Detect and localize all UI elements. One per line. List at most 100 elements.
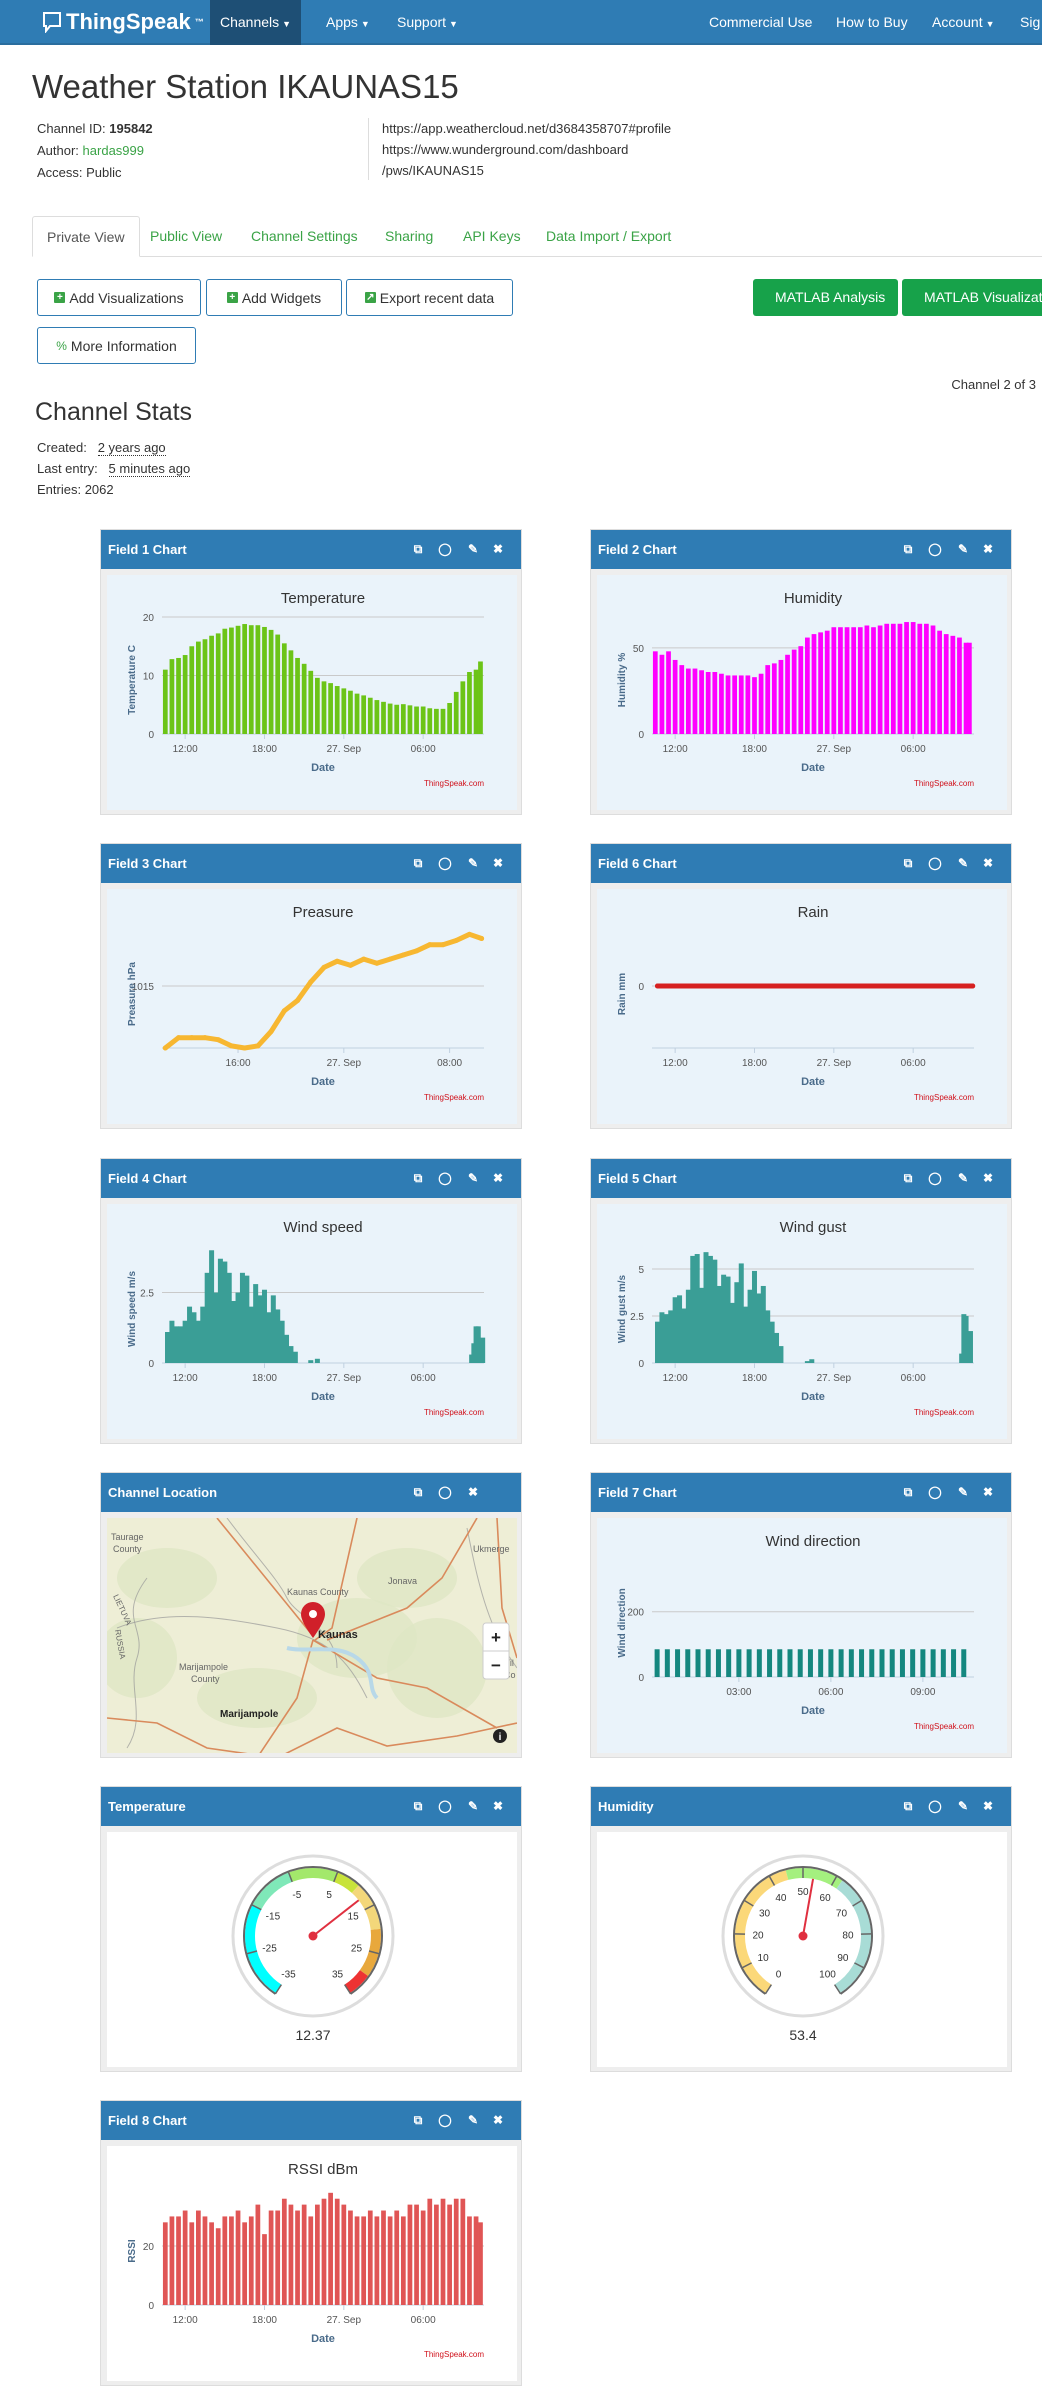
close-icon[interactable]: ✖ <box>492 542 504 556</box>
thingspeak-credit-link[interactable]: ThingSpeak.com <box>914 1408 974 1417</box>
pencil-icon[interactable]: ✎ <box>957 1485 969 1499</box>
comment-icon[interactable]: ◯ <box>928 856 942 870</box>
zoom-out-button[interactable]: − <box>491 1656 501 1675</box>
comment-icon[interactable]: ◯ <box>438 1171 452 1185</box>
tab-channel-settings[interactable]: Channel Settings <box>251 228 358 244</box>
bar <box>838 627 843 734</box>
external-link-icon[interactable]: ⧉ <box>903 1485 913 1499</box>
bar <box>685 1649 691 1677</box>
gauge-rim <box>243 1866 383 1995</box>
tab-sharing[interactable]: Sharing <box>385 228 434 244</box>
close-icon[interactable]: ✖ <box>492 1171 504 1185</box>
bar <box>967 1331 973 1363</box>
add-visualizations-button[interactable]: + Add Visualizations <box>37 279 201 316</box>
bar <box>818 632 823 734</box>
location-marker-icon[interactable] <box>301 1602 325 1638</box>
bar <box>248 1306 254 1363</box>
bar <box>270 1295 276 1363</box>
external-link-icon[interactable]: ⧉ <box>413 2113 423 2127</box>
thingspeak-credit-link[interactable]: ThingSpeak.com <box>914 1722 974 1731</box>
bar <box>367 2210 373 2305</box>
pencil-icon[interactable]: ✎ <box>467 542 479 556</box>
gauge-value: 12.37 <box>295 2027 330 2043</box>
comment-icon[interactable]: ◯ <box>438 1799 452 1813</box>
comment-icon[interactable]: ◯ <box>928 1171 942 1185</box>
tab-data-import-export[interactable]: Data Import / Export <box>546 228 672 244</box>
bar <box>348 2210 353 2305</box>
pencil-icon[interactable]: ✎ <box>467 1171 479 1185</box>
info-icon[interactable] <box>493 1729 507 1743</box>
comment-icon[interactable]: ◯ <box>438 542 452 556</box>
external-link-icon[interactable]: ⧉ <box>903 542 913 556</box>
external-link-icon[interactable]: ⧉ <box>413 1171 423 1185</box>
comment-icon[interactable]: ◯ <box>928 1485 942 1499</box>
thingspeak-credit-link[interactable]: ThingSpeak.com <box>424 1093 484 1102</box>
nav-commercial-use[interactable]: Commercial Use <box>699 0 822 45</box>
bar <box>879 1649 885 1677</box>
external-link-icon[interactable]: ⧉ <box>903 1171 913 1185</box>
close-icon[interactable]: ✖ <box>492 1799 504 1813</box>
bar <box>447 703 452 734</box>
thingspeak-credit-link[interactable]: ThingSpeak.com <box>424 779 484 788</box>
gauge-pivot <box>308 1931 318 1941</box>
thingspeak-credit-link[interactable]: ThingSpeak.com <box>424 1408 484 1417</box>
add-widgets-button[interactable]: + Add Widgets <box>206 279 342 316</box>
zoom-in-button[interactable]: + <box>491 1628 501 1647</box>
thingspeak-logo[interactable]: ThingSpeak ™ <box>42 9 204 35</box>
pencil-icon[interactable]: ✎ <box>467 2113 479 2127</box>
close-icon[interactable]: ✖ <box>982 856 994 870</box>
created-value: 2 years ago <box>97 440 166 456</box>
close-icon[interactable]: ✖ <box>982 1171 994 1185</box>
export-recent-data-button[interactable]: ↗ Export recent data <box>346 279 513 316</box>
thingspeak-credit-link[interactable]: ThingSpeak.com <box>914 779 974 788</box>
tab-api-keys[interactable]: API Keys <box>463 228 521 244</box>
nav-channels[interactable]: Channels ▼ <box>210 0 302 45</box>
tab-public-view[interactable]: Public View <box>150 228 223 244</box>
nav-how-to-buy[interactable]: How to Buy <box>826 0 918 45</box>
gauge-rim <box>733 1866 873 1995</box>
comment-icon[interactable]: ◯ <box>438 856 452 870</box>
comment-icon[interactable]: ◯ <box>928 542 942 556</box>
external-link-icon[interactable]: ⧉ <box>413 542 423 556</box>
comment-icon[interactable]: ◯ <box>438 2113 452 2127</box>
close-icon[interactable]: ✖ <box>982 1485 994 1499</box>
close-icon[interactable]: ✖ <box>492 856 504 870</box>
pencil-icon[interactable]: ✎ <box>467 1799 479 1813</box>
external-link-icon[interactable]: ⧉ <box>413 856 423 870</box>
close-icon[interactable]: ✖ <box>492 2113 504 2127</box>
pencil-icon[interactable]: ✎ <box>957 856 969 870</box>
external-link-icon[interactable]: ⧉ <box>903 1799 913 1813</box>
gauge-needle <box>312 1899 360 1937</box>
close-icon[interactable]: ✖ <box>982 1799 994 1813</box>
pencil-icon[interactable]: ✎ <box>467 856 479 870</box>
nav-account[interactable]: Account ▼ <box>922 0 1005 45</box>
comment-icon[interactable]: ◯ <box>928 1799 942 1813</box>
close-icon[interactable]: ✖ <box>982 542 994 556</box>
author-link[interactable]: hardas999 <box>82 143 144 158</box>
nav-sign-in[interactable]: Sig <box>1010 0 1042 45</box>
pencil-icon[interactable]: ✎ <box>957 1171 969 1185</box>
panel-title: Field 2 Chart <box>598 542 677 557</box>
comment-icon[interactable]: ◯ <box>438 1485 452 1499</box>
more-information-button[interactable]: % More Information <box>37 327 196 364</box>
external-link-icon[interactable]: ⧉ <box>903 856 913 870</box>
external-link-icon[interactable]: ⧉ <box>413 1485 423 1499</box>
bar <box>334 2198 340 2305</box>
close-icon[interactable]: ✖ <box>467 1485 479 1499</box>
matlab-visualizations-button[interactable]: MATLAB Visualizations <box>902 279 1042 316</box>
panel-body: Humidity 0 50 12:00 18:00 27. Sep 06:00 Date Hum… <box>597 575 1007 810</box>
gauge-band <box>252 1872 293 1910</box>
matlab-analysis-button[interactable]: MATLAB Analysis <box>753 279 898 316</box>
nav-support[interactable]: Support ▼ <box>387 0 468 45</box>
pencil-icon[interactable]: ✎ <box>957 1799 969 1813</box>
bar <box>215 633 221 734</box>
pencil-icon[interactable]: ✎ <box>957 542 969 556</box>
nav-apps[interactable]: Apps ▼ <box>316 0 380 45</box>
thingspeak-credit-link[interactable]: ThingSpeak.com <box>914 1093 974 1102</box>
external-link-icon[interactable]: ⧉ <box>413 1799 423 1813</box>
tab-private-view[interactable]: Private View <box>32 216 140 257</box>
thingspeak-credit-link[interactable]: ThingSpeak.com <box>424 2350 484 2359</box>
gauge-tick-label: -35 <box>281 1970 296 1981</box>
data-point <box>414 948 420 954</box>
channel-tabs: Private View Public View Channel Setting… <box>32 216 1042 257</box>
